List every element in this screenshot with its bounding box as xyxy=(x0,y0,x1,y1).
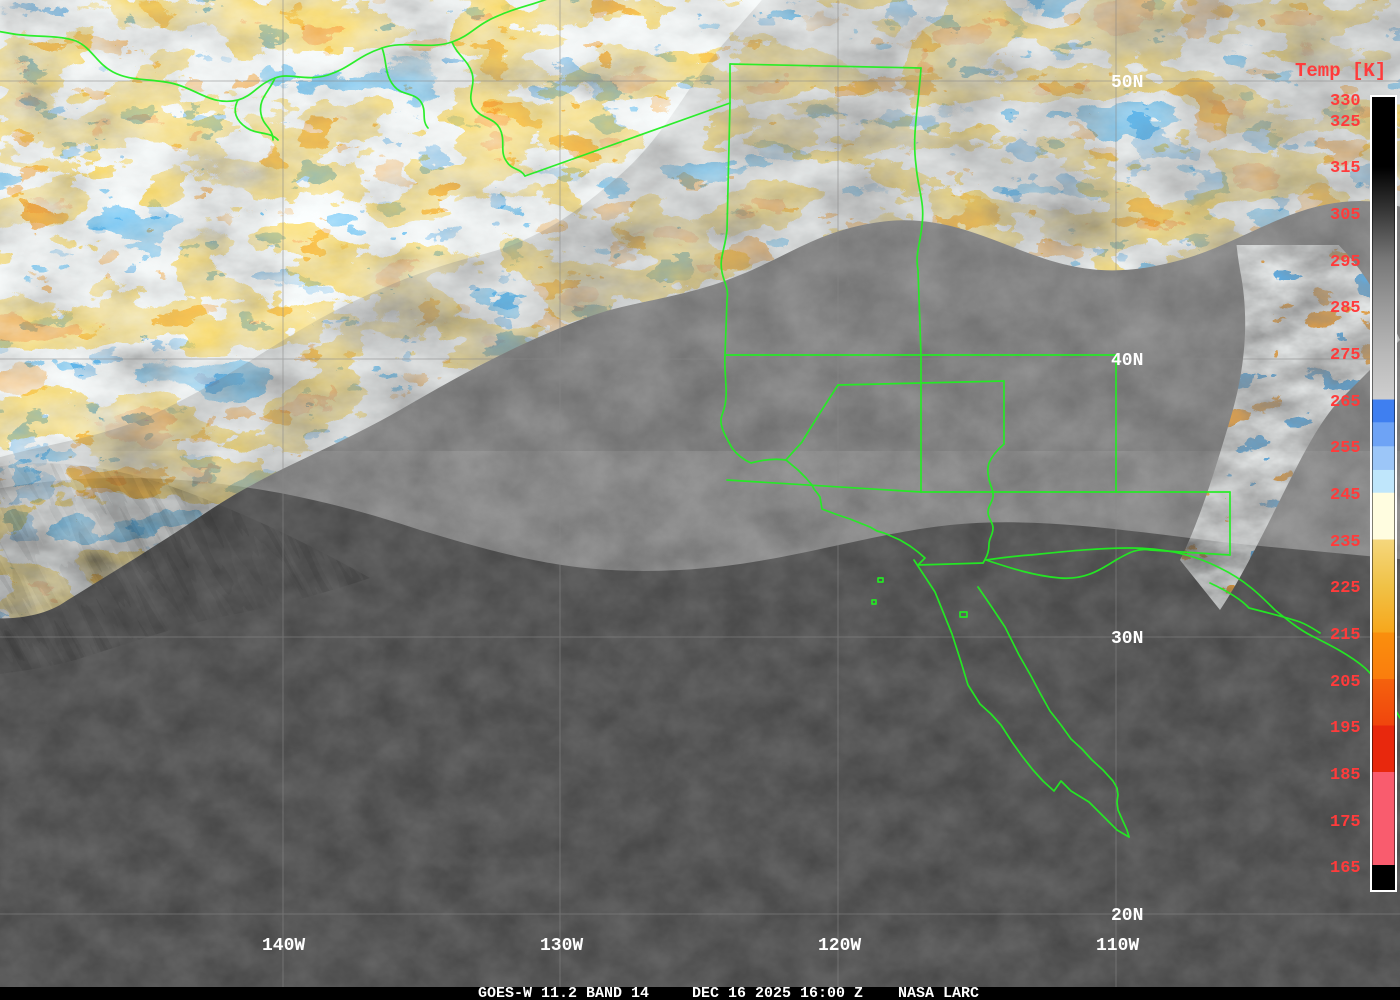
svg-text:265: 265 xyxy=(1330,393,1361,412)
svg-text:195: 195 xyxy=(1330,719,1361,738)
svg-text:140W: 140W xyxy=(262,936,305,956)
svg-text:205: 205 xyxy=(1330,673,1361,692)
svg-text:50N: 50N xyxy=(1111,73,1143,93)
svg-text:Temp [K]: Temp [K] xyxy=(1295,60,1386,82)
svg-text:NASA LARC: NASA LARC xyxy=(898,985,979,1000)
svg-text:305: 305 xyxy=(1330,206,1361,225)
svg-text:40N: 40N xyxy=(1111,351,1143,371)
svg-text:130W: 130W xyxy=(540,936,583,956)
svg-text:285: 285 xyxy=(1330,299,1361,318)
svg-text:215: 215 xyxy=(1330,626,1361,645)
svg-text:165: 165 xyxy=(1330,859,1361,878)
svg-text:315: 315 xyxy=(1330,159,1361,178)
svg-text:235: 235 xyxy=(1330,533,1361,552)
svg-text:GOES-W 11.2 BAND 14: GOES-W 11.2 BAND 14 xyxy=(478,985,649,1000)
svg-text:30N: 30N xyxy=(1111,629,1143,649)
svg-text:275: 275 xyxy=(1330,346,1361,365)
svg-text:110W: 110W xyxy=(1096,936,1139,956)
svg-text:325: 325 xyxy=(1330,113,1361,132)
svg-text:330: 330 xyxy=(1330,92,1361,111)
svg-text:295: 295 xyxy=(1330,253,1361,272)
svg-text:255: 255 xyxy=(1330,439,1361,458)
svg-text:DEC 16 2025 16:00 Z: DEC 16 2025 16:00 Z xyxy=(692,985,863,1000)
svg-text:245: 245 xyxy=(1330,486,1361,505)
svg-text:185: 185 xyxy=(1330,766,1361,785)
svg-text:20N: 20N xyxy=(1111,906,1143,926)
svg-text:120W: 120W xyxy=(818,936,861,956)
svg-text:225: 225 xyxy=(1330,579,1361,598)
svg-text:175: 175 xyxy=(1330,813,1361,832)
